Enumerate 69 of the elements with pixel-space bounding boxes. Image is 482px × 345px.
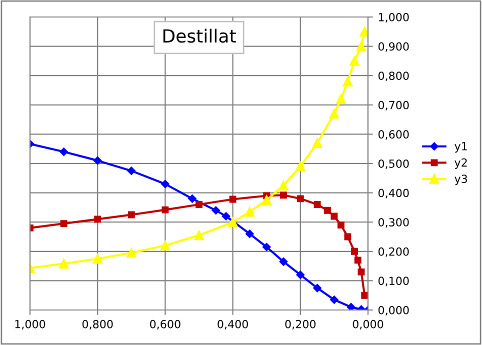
- y-tick-label: 0,500: [378, 159, 409, 170]
- point: [244, 206, 255, 217]
- y-tick-label: 0,200: [378, 247, 409, 257]
- point: [354, 256, 362, 264]
- point: [329, 108, 340, 119]
- legend-label: y3: [454, 174, 468, 186]
- y-tick-label: 1,000: [378, 12, 409, 23]
- point: [356, 41, 366, 52]
- y-tick-label: 0,800: [378, 72, 409, 82]
- point: [58, 258, 69, 269]
- point: [246, 230, 254, 238]
- y-tick-label: 0,600: [378, 130, 409, 140]
- point: [196, 201, 202, 208]
- point: [229, 196, 236, 203]
- point: [330, 212, 338, 220]
- point: [188, 194, 196, 203]
- y-tick-label: 0,300: [378, 218, 409, 228]
- point: [360, 26, 368, 37]
- point: [127, 166, 136, 175]
- x-tick-label: 0,200: [285, 320, 316, 330]
- point: [350, 56, 360, 66]
- point: [342, 76, 353, 86]
- point: [312, 138, 322, 148]
- text: Destillat: [163, 28, 236, 43]
- x-tick-label: 0,000: [352, 320, 384, 330]
- y-tick-label: 0,700: [378, 100, 409, 110]
- point: [337, 222, 344, 229]
- point: [296, 162, 306, 172]
- point: [60, 220, 68, 228]
- y-tick-label: 0,000: [378, 306, 409, 316]
- point: [313, 284, 322, 292]
- point: [296, 270, 305, 279]
- point: [161, 180, 170, 188]
- y-tick-label: 0,100: [378, 276, 409, 286]
- point: [60, 148, 68, 156]
- point: [346, 302, 356, 310]
- point: [330, 296, 338, 304]
- point: [344, 233, 352, 240]
- point: [351, 248, 358, 255]
- point: [222, 212, 230, 220]
- y-tick-label: 0,400: [378, 188, 409, 198]
- point: [228, 217, 238, 227]
- point: [128, 211, 135, 218]
- point: [92, 254, 102, 264]
- point: [296, 195, 304, 202]
- x-tick-label: 0,800: [82, 320, 113, 330]
- legend-label: y1: [454, 142, 467, 153]
- point: [262, 242, 271, 252]
- point: [194, 230, 204, 240]
- point: [93, 156, 102, 165]
- legend-label: y2: [454, 158, 467, 169]
- point: [280, 192, 287, 199]
- point: [212, 206, 220, 215]
- point: [162, 206, 169, 214]
- point: [94, 216, 102, 223]
- x-tick-label: 1,000: [15, 320, 46, 330]
- y-tick-label: 0,900: [378, 42, 409, 52]
- point: [361, 292, 368, 299]
- x-tick-label: 0,600: [150, 320, 180, 330]
- point: [278, 180, 288, 190]
- point: [160, 240, 170, 250]
- point: [314, 201, 321, 208]
- point: [336, 94, 346, 104]
- point: [126, 248, 136, 258]
- point: [262, 195, 272, 205]
- x-tick-label: 0,400: [218, 320, 248, 330]
- point: [279, 258, 288, 266]
- point: [324, 206, 331, 214]
- point: [358, 268, 365, 276]
